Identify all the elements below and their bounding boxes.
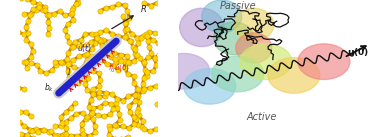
Text: $b_k$: $b_k$ [43,81,54,94]
Ellipse shape [180,8,224,47]
Circle shape [212,56,264,92]
Text: $R$: $R$ [139,3,147,14]
Circle shape [298,44,350,79]
Ellipse shape [236,33,272,63]
Circle shape [240,44,292,79]
Circle shape [158,53,210,89]
Ellipse shape [234,8,274,41]
Circle shape [184,68,236,104]
Text: Active: Active [246,112,277,122]
Ellipse shape [214,22,254,55]
Text: $l$: $l$ [67,66,71,77]
Circle shape [268,58,320,93]
Text: Passive: Passive [220,1,256,11]
Ellipse shape [202,0,242,33]
Text: $f_0^{\circ}\hat{u}(0)$: $f_0^{\circ}\hat{u}(0)$ [108,63,130,75]
Text: $\hat{u}(t)$: $\hat{u}(t)$ [77,42,92,55]
Text: $\mathbf{u}$(0): $\mathbf{u}$(0) [347,46,369,58]
